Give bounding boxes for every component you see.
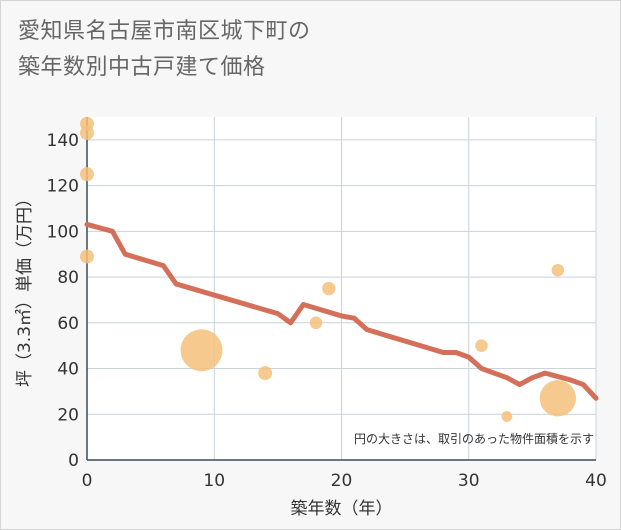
x-tick-label: 10 — [203, 471, 225, 491]
data-point — [322, 281, 336, 296]
chart-title-line-2: 築年数別中古戸建て価格 — [18, 55, 266, 80]
data-point — [258, 366, 273, 381]
data-point — [309, 316, 323, 330]
y-tick-label: 40 — [57, 360, 79, 380]
data-point — [80, 167, 94, 182]
y-tick-label: 60 — [57, 314, 79, 334]
y-tick-label: 120 — [47, 177, 79, 197]
y-tick-label: 100 — [47, 222, 79, 242]
data-point — [475, 339, 488, 352]
trend-line — [84, 221, 599, 401]
x-tick-label: 0 — [82, 471, 93, 491]
y-tick-label: 80 — [57, 268, 79, 288]
y-tick-label: 20 — [57, 405, 79, 425]
y-axis-label: 坪（3.3㎡）単価（万円） — [15, 190, 35, 387]
data-point — [501, 411, 513, 422]
data-point — [551, 263, 565, 277]
x-axis-label: 築年数（年） — [291, 499, 393, 519]
chart-title-line-1: 愛知県名古屋市南区城下町の — [18, 19, 311, 44]
data-point — [539, 380, 577, 417]
size-note: 円の大きさは、取引のあった物件面積を示す — [354, 431, 594, 446]
chart-title: 愛知県名古屋市南区城下町の 築年数別中古戸建て価格 — [18, 14, 311, 86]
x-tick-label: 40 — [585, 471, 607, 491]
data-point — [80, 126, 94, 141]
x-tick-label: 20 — [331, 471, 353, 491]
x-tick-label: 30 — [458, 471, 480, 491]
data-point — [80, 249, 94, 264]
data-point — [180, 329, 223, 372]
y-tick-label: 0 — [68, 451, 79, 471]
y-tick-label: 140 — [47, 131, 79, 151]
